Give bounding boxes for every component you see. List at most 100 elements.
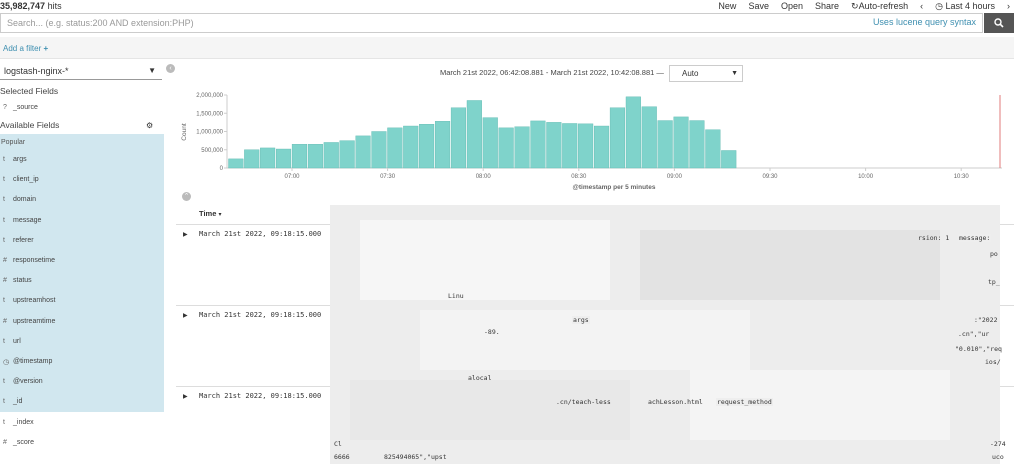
expand-row-icon[interactable]: ▶ [183, 313, 188, 319]
field-type-icon: t [3, 378, 5, 386]
field-item[interactable]: t url [0, 332, 164, 352]
histogram-chart[interactable]: 0 500,000 1,000,000 1,500,000 2,000,000 Count… [176, 88, 1006, 192]
histogram-bar[interactable] [514, 126, 530, 169]
histogram-bar[interactable] [546, 122, 562, 169]
histogram-bar[interactable] [482, 117, 498, 169]
available-fields-title: Available Fields [0, 120, 60, 130]
search-input[interactable]: Search... (e.g. status:200 AND extension… [0, 13, 983, 33]
x-tick-label: 10:30 [954, 174, 970, 180]
histogram-bar[interactable] [625, 96, 641, 169]
field-item[interactable]: # upstreamtime [0, 312, 164, 332]
expand-row-icon[interactable]: ▶ [183, 394, 188, 400]
field-item[interactable]: ◷ @timestamp [0, 352, 164, 372]
histogram-bar[interactable] [355, 135, 371, 169]
field-type-icon: t [3, 398, 5, 406]
field-item[interactable]: t @version [0, 372, 164, 392]
field-item[interactable]: t _index [0, 413, 164, 433]
field-name: _score [13, 438, 35, 446]
histogram-bar[interactable] [371, 131, 387, 169]
interval-select[interactable]: Auto ▼ [669, 65, 743, 82]
add-filter-button[interactable]: Add a filter + [3, 44, 48, 53]
y-tick-label: 1,500,000 [196, 111, 223, 117]
field-type-icon: t [3, 297, 5, 305]
collapse-chart-icon[interactable]: ⌃ [182, 192, 191, 201]
field-type-icon: t [3, 216, 5, 224]
histogram-bar[interactable] [641, 106, 657, 169]
source-fragment: rsion: 1 [918, 234, 950, 242]
chevron-left-icon[interactable]: ‹ [920, 1, 924, 11]
field-item[interactable]: t domain [0, 190, 164, 210]
histogram-bar[interactable] [419, 124, 435, 169]
field-name: _source [13, 104, 38, 111]
time-picker-button[interactable]: ◷ Last 4 hours [935, 0, 995, 12]
auto-refresh-button[interactable]: ↻Auto-refresh [851, 0, 908, 12]
x-tick-label: 08:30 [571, 174, 587, 180]
search-icon [994, 18, 1004, 28]
histogram-bar[interactable] [275, 148, 292, 169]
field-type-icon: ? [3, 104, 7, 111]
histogram-bar[interactable] [435, 121, 451, 169]
field-name: domain [13, 196, 36, 204]
histogram-bar[interactable] [387, 127, 403, 169]
chevron-right-icon[interactable]: › [1007, 1, 1010, 11]
sort-down-icon: ▾ [218, 212, 222, 218]
field-item[interactable]: ? _source [0, 98, 164, 118]
histogram-bar[interactable] [498, 127, 514, 169]
field-item[interactable]: t message [0, 211, 164, 231]
field-type-icon: # [3, 277, 7, 285]
histogram-bar[interactable] [228, 158, 244, 169]
histogram-bar[interactable] [403, 125, 419, 169]
histogram-bar[interactable] [260, 147, 276, 169]
field-item[interactable]: t client_ip [0, 170, 164, 190]
field-item[interactable]: # responsetime [0, 251, 164, 271]
save-button[interactable]: Save [748, 1, 769, 11]
document-timestamp: March 21st 2022, 09:18:15.000 [199, 392, 322, 400]
selected-fields-title: Selected Fields [0, 86, 59, 96]
index-pattern-select[interactable]: logstash-nginx-* ▼ [0, 62, 162, 80]
field-item[interactable]: t _id [0, 392, 164, 412]
histogram-bar[interactable] [466, 100, 482, 169]
field-item[interactable]: t args [0, 150, 164, 170]
source-fragment: uco [992, 453, 1004, 461]
field-key-label: request_method [716, 398, 773, 406]
collapse-sidebar-icon[interactable]: ‹ [166, 64, 175, 73]
histogram-bar[interactable] [689, 120, 705, 169]
field-item[interactable]: t upstreamhost [0, 291, 164, 311]
lucene-syntax-link[interactable]: Uses lucene query syntax [872, 17, 976, 27]
histogram-bar[interactable] [721, 150, 737, 169]
x-tick-label: 10:00 [858, 174, 874, 180]
histogram-bar[interactable] [562, 123, 578, 169]
expand-row-icon[interactable]: ▶ [183, 232, 188, 238]
histogram-bar[interactable] [450, 107, 467, 169]
gear-icon[interactable]: ⚙ [146, 121, 154, 130]
histogram-bar[interactable] [291, 144, 307, 169]
share-button[interactable]: Share [814, 1, 840, 11]
histogram-bar[interactable] [657, 120, 673, 169]
histogram-bar[interactable] [705, 129, 721, 169]
histogram-bar[interactable] [578, 123, 594, 169]
search-button[interactable] [984, 13, 1014, 33]
filter-bar: Add a filter + [0, 37, 1014, 59]
histogram-bar[interactable] [323, 142, 339, 169]
histogram-bar[interactable] [530, 120, 546, 169]
histogram-bar[interactable] [594, 125, 610, 169]
y-tick-label: 500,000 [201, 148, 223, 154]
histogram-bar[interactable] [244, 149, 260, 169]
histogram-bar[interactable] [609, 107, 626, 169]
field-name: @version [13, 378, 43, 386]
popular-title: Popular [1, 139, 26, 146]
field-item[interactable]: t referer [0, 231, 164, 251]
open-button[interactable]: Open [780, 1, 803, 11]
field-item[interactable]: # status [0, 271, 164, 291]
new-button[interactable]: New [718, 1, 737, 11]
field-type-icon: # [3, 257, 7, 264]
source-fragment: -274 [990, 440, 1006, 448]
x-tick-label: 08:00 [476, 174, 492, 180]
histogram-bar[interactable] [673, 116, 689, 169]
field-item[interactable]: # _score [0, 433, 164, 453]
histogram-bar[interactable] [307, 144, 323, 169]
histogram-bar[interactable] [339, 140, 355, 169]
time-column-header[interactable]: Time ▾ [199, 209, 221, 218]
field-sidebar: logstash-nginx-* ▼ Selected Fields ? _so… [0, 62, 164, 464]
field-name: status [13, 277, 32, 285]
